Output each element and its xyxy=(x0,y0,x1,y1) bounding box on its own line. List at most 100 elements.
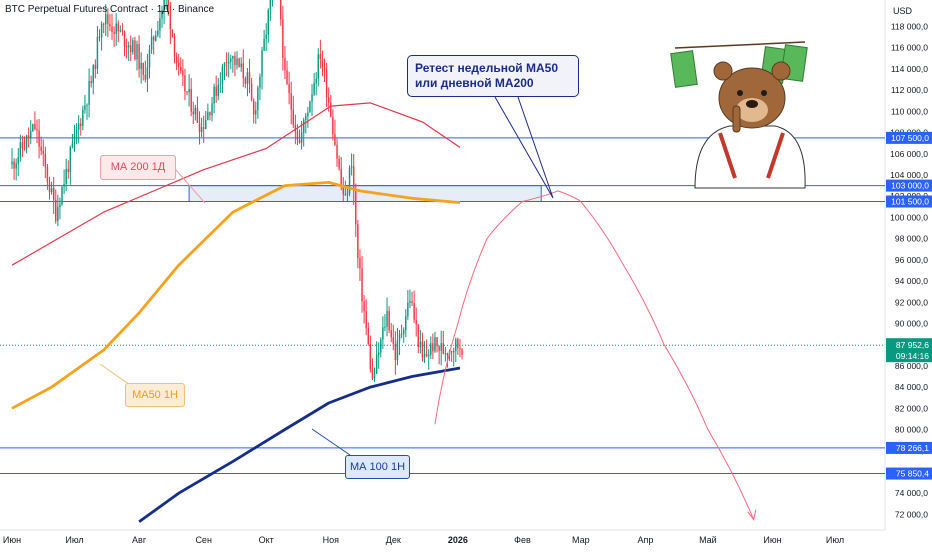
x-tick-label: Июн xyxy=(3,535,21,545)
chart-title: BTC Perpetual Futures Contract · 1Д · Bi… xyxy=(5,4,215,15)
candle-body xyxy=(457,339,459,348)
candle-body xyxy=(44,153,47,168)
candle-body xyxy=(288,83,290,94)
zone-rect xyxy=(188,185,542,203)
y-tick-label: 72 000,0 xyxy=(895,509,928,519)
x-tick-label: Авг xyxy=(132,535,147,545)
candle-body xyxy=(152,36,155,41)
candle-body xyxy=(138,44,140,70)
candle-body xyxy=(71,143,74,148)
candle-body xyxy=(202,127,205,129)
ma200-label: МА 200 1Д xyxy=(100,155,176,180)
ma200-pointer xyxy=(175,169,206,204)
candle-body xyxy=(423,353,426,358)
ma50-line xyxy=(11,181,461,410)
candle-body xyxy=(319,54,322,59)
candle-body xyxy=(334,134,336,145)
x-tick-label: Апр xyxy=(637,535,653,545)
candle-body xyxy=(36,129,38,131)
candle-body xyxy=(367,328,370,344)
candle-body xyxy=(21,142,24,149)
x-tick-label: Июн xyxy=(763,535,781,545)
candle-body xyxy=(105,14,107,25)
level-tag-0 xyxy=(886,131,932,144)
candle-body xyxy=(175,56,178,63)
bear-ear-right xyxy=(771,61,791,81)
candle-body xyxy=(86,104,88,106)
candle-body xyxy=(23,148,26,150)
candle-body xyxy=(192,111,194,115)
candle-body xyxy=(292,109,295,125)
candle-body xyxy=(161,10,163,19)
candle-body xyxy=(82,109,84,126)
candle-body xyxy=(294,124,297,132)
x-tick-label: Сен xyxy=(195,535,212,545)
y-tick-label: 114 000,0 xyxy=(891,64,928,74)
candle-body xyxy=(390,330,392,338)
candle-body xyxy=(61,186,63,205)
candle-body xyxy=(65,168,67,184)
candle-body xyxy=(100,23,103,38)
y-tick-label: 86 000,0 xyxy=(895,361,928,371)
candle-body xyxy=(163,0,165,11)
candle-body xyxy=(63,183,65,187)
candle-body xyxy=(357,224,359,259)
candle-body xyxy=(121,30,124,32)
candle-body xyxy=(461,349,463,355)
candle-body xyxy=(177,62,180,67)
candle-body xyxy=(259,76,261,88)
ma200-line xyxy=(11,102,461,266)
candle-body xyxy=(186,91,188,93)
candle-body xyxy=(284,57,286,71)
y-tick-label: 106 000,0 xyxy=(890,149,928,159)
candle-body xyxy=(194,107,197,115)
candle-body xyxy=(92,65,94,84)
candles-group xyxy=(11,0,463,383)
currency-button[interactable]: USD xyxy=(893,6,913,16)
candle-body xyxy=(321,58,324,68)
candle-body xyxy=(250,83,253,101)
y-tick-label: 118 000,0 xyxy=(891,22,928,32)
money-bill-icon xyxy=(670,50,698,88)
last-price-value: 87 952,6 xyxy=(896,340,929,350)
candle-body xyxy=(146,67,149,80)
candle-body xyxy=(398,334,401,341)
candle-body xyxy=(373,373,376,379)
candle-body xyxy=(411,301,413,303)
bear-nose xyxy=(746,100,758,108)
candle-body xyxy=(27,135,30,139)
candle-body xyxy=(444,353,447,355)
candle-body xyxy=(363,301,365,312)
candle-body xyxy=(150,36,153,50)
candle-body xyxy=(169,5,172,30)
bear-eye-right xyxy=(761,90,767,96)
bear-illustration xyxy=(670,41,808,189)
ma50-label: MA50 1Н xyxy=(125,383,185,407)
candle-body xyxy=(419,341,422,348)
candle-body xyxy=(167,0,169,6)
candle-body xyxy=(248,72,251,84)
y-tick-label: 80 000,0 xyxy=(895,425,928,435)
candle-body xyxy=(442,343,445,354)
projection-arrowhead xyxy=(747,509,757,521)
candle-body xyxy=(196,107,199,123)
x-tick-label: Фев xyxy=(514,535,531,545)
ma50-pointer xyxy=(99,363,131,386)
candle-body xyxy=(180,66,182,71)
candle-body xyxy=(325,70,328,98)
candle-body xyxy=(369,343,372,370)
candle-body xyxy=(375,354,378,374)
candle-body xyxy=(452,350,455,353)
candle-body xyxy=(380,339,382,353)
y-tick-label: 82 000,0 xyxy=(895,403,928,413)
candle-body xyxy=(313,83,315,95)
candle-body xyxy=(405,316,407,331)
candle-body xyxy=(432,343,434,352)
candle-body xyxy=(317,54,320,79)
y-tick-label: 94 000,0 xyxy=(895,276,928,286)
y-tick-label: 84 000,0 xyxy=(895,382,928,392)
candle-body xyxy=(307,112,309,116)
candle-body xyxy=(255,110,257,115)
